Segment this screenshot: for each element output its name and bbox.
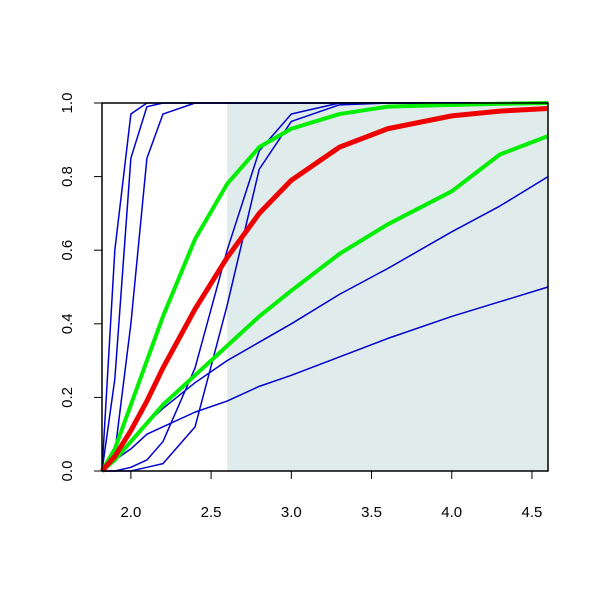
y-tick-label: 1.0 [59, 93, 76, 114]
y-tick-label: 0.4 [59, 313, 76, 334]
y-tick-label: 0.0 [59, 461, 76, 482]
plot-frame [101, 102, 549, 472]
x-tick-label: 4.5 [522, 504, 543, 521]
y-tick-label: 0.8 [59, 166, 76, 187]
shaded-region [227, 103, 548, 471]
curve [100, 134, 549, 473]
x-tick-label: 2.5 [201, 504, 222, 521]
x-tick-label: 3.5 [361, 504, 382, 521]
x-tick-label: 2.0 [120, 504, 141, 521]
curve [101, 286, 549, 472]
y-tick-label: 0.6 [59, 240, 76, 261]
curve [100, 106, 549, 473]
x-tick-label: 3.0 [281, 504, 302, 521]
x-tick-label: 4.0 [441, 504, 462, 521]
curve [100, 101, 549, 473]
y-tick-label: 0.2 [59, 387, 76, 408]
